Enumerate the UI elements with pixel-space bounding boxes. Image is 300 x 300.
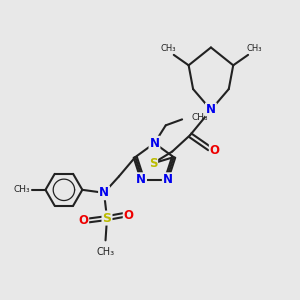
Text: S: S (103, 212, 112, 225)
Text: S: S (149, 157, 157, 170)
Text: N: N (149, 137, 160, 150)
Text: CH₃: CH₃ (160, 44, 176, 53)
Text: N: N (206, 103, 216, 116)
Text: CH₃: CH₃ (247, 44, 262, 53)
Text: O: O (124, 208, 134, 222)
Text: CH₃: CH₃ (191, 113, 208, 122)
Text: N: N (136, 173, 146, 186)
Text: N: N (163, 173, 173, 186)
Text: O: O (78, 214, 88, 227)
Text: N: N (99, 186, 109, 199)
Text: O: O (210, 143, 220, 157)
Text: CH₃: CH₃ (97, 247, 115, 257)
Text: CH₃: CH₃ (14, 185, 31, 194)
